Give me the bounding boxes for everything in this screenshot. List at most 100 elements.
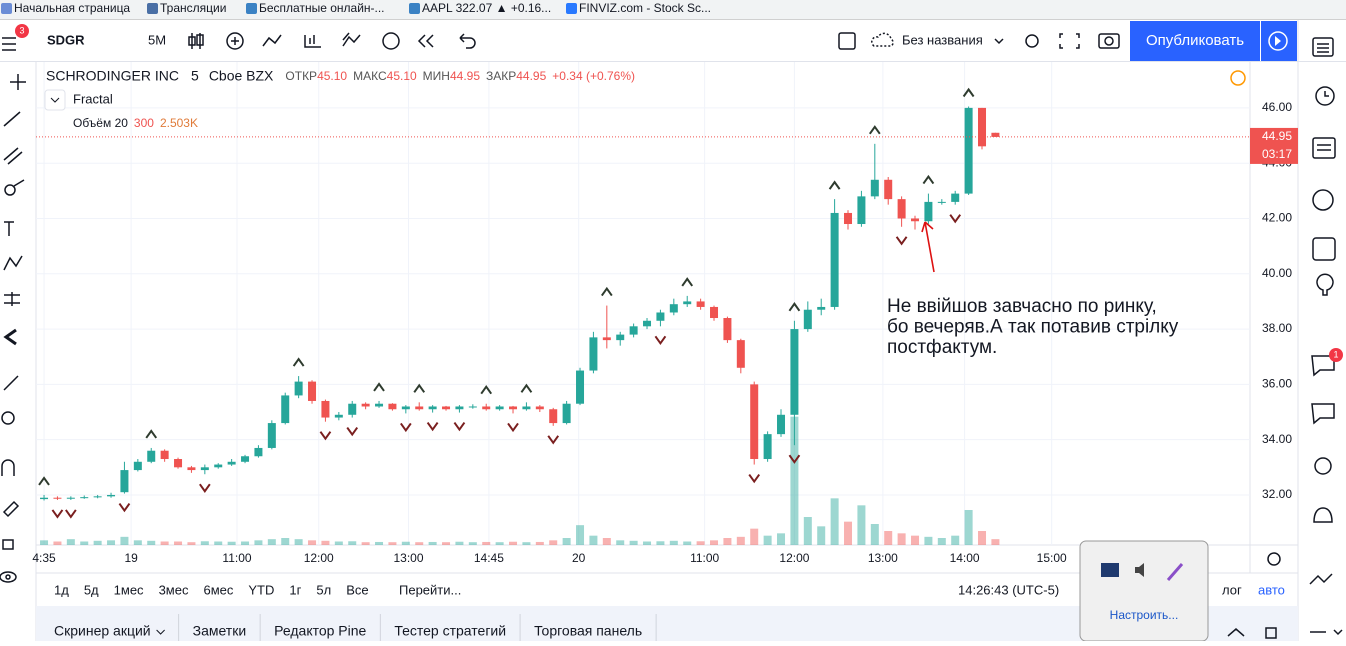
fractal-up [868, 125, 881, 135]
panel-tab[interactable]: Редактор Pine [274, 623, 366, 639]
layout-name[interactable]: Без названия [902, 32, 983, 47]
symbol-name: SCHRODINGER INC [46, 68, 179, 84]
range-button[interactable]: 1г [289, 582, 301, 597]
candle-body [696, 301, 705, 307]
bookmark[interactable]: Бесплатные онлайн-... [259, 1, 385, 15]
fractal-down [748, 473, 761, 484]
candle-body [40, 497, 49, 500]
y-tick-label: 42.00 [1262, 211, 1292, 225]
panel-tab[interactable]: Заметки [193, 623, 247, 639]
sidebar-icons[interactable] [1309, 37, 1336, 585]
interval[interactable]: 5M [148, 32, 166, 47]
candle-body [66, 497, 75, 499]
candle-body [750, 384, 759, 460]
volume-bar [549, 540, 558, 545]
fractal-down [346, 426, 359, 437]
x-tick-label: 12:00 [779, 551, 809, 565]
fractal-up [922, 174, 935, 185]
badge-text: 1 [1333, 349, 1338, 359]
volume-bar [509, 541, 518, 545]
fractal-up [292, 357, 305, 367]
range-button[interactable]: 5л [316, 582, 331, 597]
tray-icon[interactable] [1166, 563, 1184, 581]
goto-button[interactable]: Перейти... [399, 582, 461, 597]
badge-text: 3 [19, 25, 24, 35]
tray-configure[interactable]: Настроить... [1110, 608, 1179, 622]
volume-bar [978, 531, 987, 545]
volume-bar [522, 542, 531, 545]
warning-icon [1230, 70, 1246, 86]
symbol[interactable]: SDGR [47, 32, 85, 47]
range-button[interactable]: 5д [84, 582, 99, 597]
bookmark[interactable]: Трансляции [160, 1, 226, 15]
y-tick-label: 32.00 [1262, 487, 1292, 501]
candle-body [120, 470, 129, 493]
ohlc-label: ОТКР [285, 69, 317, 83]
range-button[interactable]: YTD [248, 582, 274, 597]
drawing-tools[interactable] [0, 74, 26, 583]
volume-bar [616, 540, 625, 545]
collapse-button[interactable] [44, 89, 66, 111]
range-button[interactable]: 6мес [203, 582, 233, 597]
bookmark[interactable]: AAPL 322.07 ▲ +0.16... [422, 1, 551, 15]
panel-tab[interactable]: Торговая панель [534, 623, 642, 639]
volume-bar [120, 536, 129, 545]
bookmark[interactable]: FINVIZ.com - Stock Sc... [579, 1, 711, 15]
fractal-up [373, 382, 385, 392]
ohlc-value: 45.10 [317, 69, 347, 83]
candle-body [53, 497, 62, 499]
candle-body [870, 179, 879, 197]
caret [156, 629, 165, 635]
last-price-label: 44.95 [1262, 129, 1292, 143]
badge [1329, 348, 1343, 362]
volume-bar [294, 539, 303, 545]
candle-body [710, 306, 719, 319]
x-tick-label: 13:00 [393, 551, 423, 565]
tray-icon[interactable] [1101, 563, 1119, 577]
fractal-down [319, 431, 332, 441]
candle-body [254, 447, 263, 457]
volume-bar [884, 531, 893, 545]
fractal-down [118, 502, 131, 513]
candle-body [803, 309, 812, 330]
range-button[interactable]: Все [346, 582, 368, 597]
auto-toggle[interactable]: авто [1258, 582, 1285, 597]
bookmark-icon [409, 3, 420, 14]
y-tick-label: 36.00 [1262, 377, 1292, 391]
bookmark[interactable]: Начальная страница [14, 1, 130, 15]
volume-bar [241, 541, 250, 545]
fractal-up [145, 429, 158, 439]
candle-body [951, 193, 960, 202]
publish-button[interactable] [1130, 21, 1260, 61]
range-button[interactable]: 3мес [159, 582, 189, 597]
volume-bar [428, 541, 437, 545]
toolbar-icons[interactable] [188, 32, 1120, 50]
candle-body [241, 456, 250, 462]
candle-body [790, 329, 799, 415]
panel-tab[interactable]: Тестер стратегий [394, 623, 506, 639]
volume-bar [80, 541, 89, 545]
x-tick-label: 14:45 [474, 551, 504, 565]
last-price-box [1250, 127, 1298, 164]
range-button[interactable]: 1мес [114, 582, 144, 597]
annotation: постфактум. [887, 337, 997, 358]
panel-tab[interactable]: Скринер акций [54, 623, 151, 639]
candle-body [509, 406, 518, 410]
volume-bar [629, 540, 638, 545]
volume-bar [66, 539, 75, 545]
volume-bar [200, 541, 209, 545]
tray-icon[interactable] [1135, 563, 1144, 577]
volume-bar [817, 526, 826, 545]
candle-body [415, 406, 424, 410]
menu-button[interactable] [2, 37, 16, 51]
range-button[interactable]: 1д [54, 582, 69, 597]
candle-body [160, 450, 169, 460]
candle-body [227, 461, 236, 465]
log-toggle[interactable]: лог [1222, 582, 1242, 597]
volume-bar [710, 540, 719, 545]
settings-icon[interactable] [1267, 552, 1281, 566]
fractal-down [453, 421, 466, 432]
tab-controls[interactable] [1227, 627, 1343, 639]
x-tick-label: 12:00 [304, 551, 334, 565]
volume-bar [133, 540, 142, 545]
